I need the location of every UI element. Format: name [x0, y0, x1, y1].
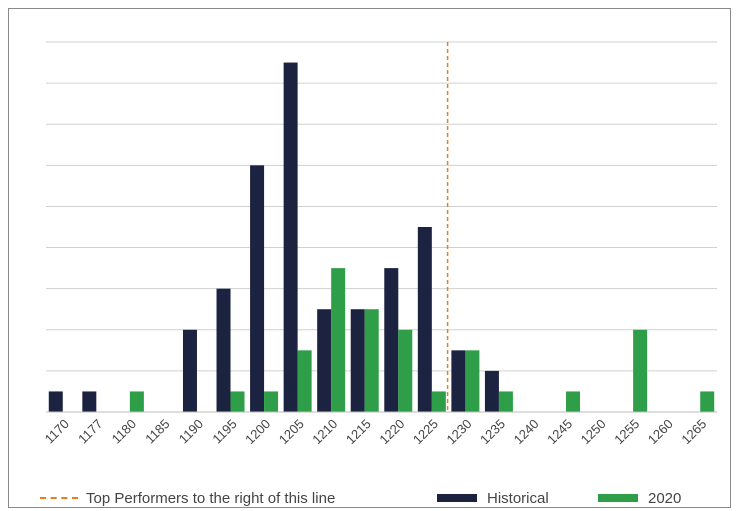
bar-2020-1265: [700, 391, 715, 412]
bar-historical-1210: [317, 309, 332, 412]
bar-historical-1205: [283, 62, 298, 413]
bar-2020-1225: [431, 391, 446, 412]
bar-historical-1235: [484, 370, 499, 412]
x-tick-label-1235: 1235: [477, 416, 508, 447]
bar-2020-1195: [230, 391, 245, 412]
bar-historical-1190: [182, 329, 197, 412]
bar-2020-1200: [264, 391, 279, 412]
bar-historical-1200: [250, 165, 265, 412]
x-tick-label-1200: 1200: [242, 416, 273, 447]
bar-2020-1205: [297, 350, 312, 412]
legend-reference-line: Top Performers to the right of this line: [40, 487, 335, 509]
legend-dash-swatch: [40, 497, 78, 499]
bar-2020-1245: [566, 391, 581, 412]
x-tick-label-1250: 1250: [578, 416, 609, 447]
x-tick-label-1205: 1205: [276, 416, 307, 447]
legend-2020-label: 2020: [648, 489, 682, 507]
bar-historical-1195: [216, 288, 231, 412]
x-tick-label-1195: 1195: [209, 416, 239, 446]
bar-historical-1230: [451, 350, 466, 412]
bar-historical-1170: [48, 391, 63, 412]
bar-2020-1230: [465, 350, 480, 412]
x-tick-label-1185: 1185: [142, 416, 172, 446]
bar-2020-1215: [364, 309, 379, 412]
x-tick-label-1260: 1260: [645, 416, 676, 447]
bar-historical-1215: [350, 309, 365, 412]
bar-historical-1225: [417, 227, 432, 412]
x-tick-label-1245: 1245: [544, 416, 575, 447]
x-tick-label-1180: 1180: [109, 416, 139, 446]
bar-2020-1210: [331, 268, 346, 412]
x-tick-label-1215: 1215: [343, 416, 374, 447]
x-tick-label-1265: 1265: [678, 416, 709, 447]
bar-historical-1220: [384, 268, 399, 412]
legend-2020-swatch: [598, 494, 638, 502]
legend-reference-label: Top Performers to the right of this line: [86, 489, 336, 507]
bar-2020-1220: [398, 329, 413, 412]
legend-2020: 2020: [598, 487, 681, 509]
x-tick-label-1170: 1170: [42, 416, 72, 446]
bar-2020-1255: [633, 329, 648, 412]
x-tick-label-1230: 1230: [444, 416, 475, 447]
bar-2020-1235: [498, 391, 513, 412]
x-tick-label-1177: 1177: [75, 416, 105, 446]
x-tick-label-1225: 1225: [410, 416, 441, 447]
bar-2020-1180: [129, 391, 144, 412]
x-tick-label-1210: 1210: [309, 416, 340, 447]
chart-frame: [8, 8, 731, 508]
legend-historical-label: Historical: [487, 489, 549, 507]
x-tick-label-1220: 1220: [376, 416, 407, 447]
x-tick-label-1255: 1255: [611, 416, 642, 447]
legend-historical: Historical: [437, 487, 549, 509]
x-tick-label-1240: 1240: [511, 416, 542, 447]
bar-historical-1177: [82, 391, 97, 412]
x-tick-label-1190: 1190: [176, 416, 206, 446]
legend-historical-swatch: [437, 494, 477, 502]
